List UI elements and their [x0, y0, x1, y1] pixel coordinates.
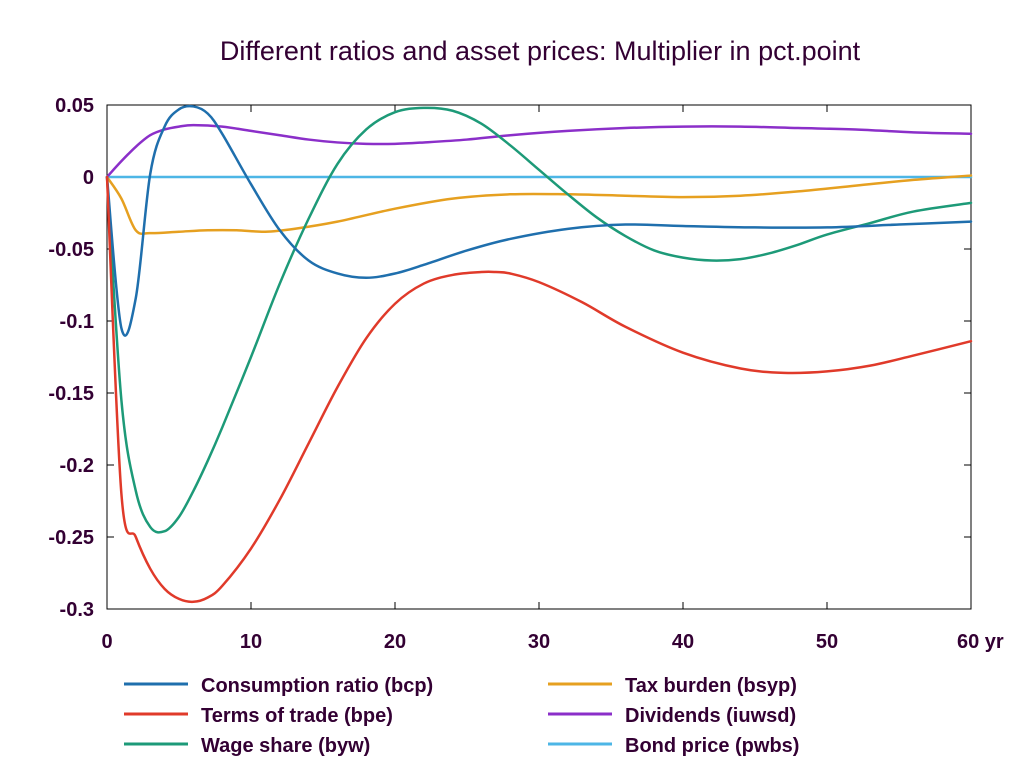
x-tick-label: 50 [816, 631, 838, 653]
legend-label: Consumption ratio (bcp) [201, 675, 433, 697]
x-tick-label: 60 yr [957, 631, 1004, 653]
legend: Consumption ratio (bcp) Terms of trade (b… [124, 675, 799, 757]
y-tick-label: 0.05 [55, 95, 94, 117]
series-line-3 [105, 174, 973, 236]
legend-label: Bond price (pwbs) [625, 735, 799, 757]
legend-label: Terms of trade (bpe) [201, 705, 393, 727]
y-tick-label: -0.15 [48, 383, 94, 405]
y-tick-label: -0.3 [60, 599, 94, 621]
y-tick-label: -0.1 [60, 311, 94, 333]
y-tick-label: -0.25 [48, 527, 94, 549]
x-tick-label: 10 [240, 631, 262, 653]
legend-label: Wage share (byw) [201, 735, 370, 757]
y-tick-label: -0.2 [60, 455, 94, 477]
x-axis: 0 10 20 30 40 50 60 yr [101, 105, 1004, 653]
series-line-1 [105, 175, 973, 604]
x-tick-label: 0 [101, 631, 112, 653]
plot-frame [106, 104, 972, 610]
x-tick-label: 40 [672, 631, 694, 653]
legend-label: Tax burden (bsyp) [625, 675, 797, 697]
series-line-0 [105, 104, 973, 337]
y-tick-label: -0.05 [48, 239, 94, 261]
series-line-2 [105, 106, 973, 534]
y-axis: 0.05 0 -0.05 -0.1 -0.15 -0.2 -0.25 -0.3 [48, 95, 971, 621]
x-tick-label: 20 [384, 631, 406, 653]
series-layer [105, 104, 973, 604]
x-tick-label: 30 [528, 631, 550, 653]
legend-label: Dividends (iuwsd) [625, 705, 796, 727]
y-tick-label: 0 [83, 167, 94, 189]
chart-title: Different ratios and asset prices: Multi… [220, 36, 861, 66]
